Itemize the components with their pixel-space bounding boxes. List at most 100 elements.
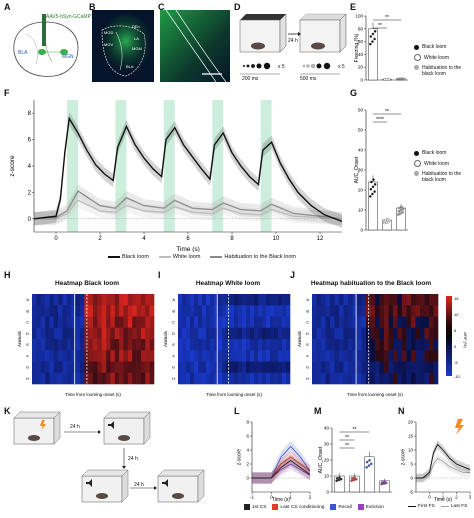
heat-cell — [230, 327, 235, 340]
heat-cell — [343, 316, 349, 329]
heat-cell — [119, 339, 124, 351]
heat-cell — [282, 350, 287, 362]
point-0-4 — [371, 185, 375, 189]
heat-cell — [429, 361, 434, 374]
heat-cell — [234, 294, 239, 306]
legend-g-item-0: Black loom — [422, 150, 447, 156]
heat-cell — [348, 305, 353, 317]
heat-cell — [45, 350, 50, 362]
heat-cell — [230, 372, 235, 385]
heatmap-h-title: Heatmap Black loom — [55, 280, 119, 287]
heat-cell — [49, 316, 55, 329]
heat-cell — [388, 350, 394, 362]
heat-cell — [242, 361, 247, 374]
heat-cell — [415, 305, 421, 317]
heat-cell — [282, 305, 287, 317]
x-axis-label: Time (s) — [434, 497, 452, 502]
heat-cell — [361, 316, 367, 329]
heat-cell — [433, 339, 439, 351]
point-0-2 — [373, 190, 376, 193]
legend-n: First FS Last FS — [408, 504, 467, 509]
heat-cell — [136, 372, 142, 385]
heat-cell — [270, 305, 275, 317]
heat-cell — [140, 339, 146, 351]
heat-cell — [149, 327, 155, 340]
heat-cell — [218, 350, 223, 362]
heat-cell — [62, 361, 68, 374]
heat-cell — [312, 350, 317, 362]
heat-cell — [352, 372, 358, 385]
row-label-5: F — [27, 353, 30, 358]
heat-cell — [286, 305, 291, 317]
heat-cell — [397, 316, 403, 329]
heat-cell — [88, 327, 94, 340]
heat-cell — [145, 327, 150, 340]
panel-label-j: J — [290, 270, 296, 280]
heat-cell — [114, 316, 120, 329]
heat-cell — [206, 305, 211, 317]
heat-cell — [415, 316, 421, 329]
legend-f-swatch-1 — [158, 256, 171, 258]
point-2-4 — [399, 77, 403, 81]
legend-g-swatch-2 — [414, 171, 419, 176]
heat-cell — [71, 294, 76, 306]
heat-cell — [119, 327, 124, 340]
heat-cell — [415, 361, 421, 374]
heat-cell — [40, 361, 46, 374]
heat-cell — [402, 350, 407, 362]
heat-cell — [127, 294, 133, 306]
heat-cell — [66, 350, 72, 362]
heat-cell — [84, 361, 89, 374]
point-0-7 — [372, 178, 375, 181]
heat-cell — [140, 305, 146, 317]
heat-cell — [250, 316, 255, 329]
heat-cell — [194, 361, 199, 374]
heat-cell — [433, 350, 439, 362]
heat-cell — [379, 372, 385, 385]
heat-cell — [270, 316, 275, 329]
k-interval-2: 24 h — [128, 456, 138, 462]
heat-cell — [312, 372, 317, 385]
heat-cell — [352, 327, 358, 340]
point-0-0 — [369, 195, 372, 198]
heat-cell — [136, 305, 142, 317]
heat-cell — [110, 350, 116, 362]
heat-cell — [286, 372, 291, 385]
heat-cell — [270, 294, 275, 306]
heat-cell — [325, 350, 331, 362]
legend-l-swatch-3 — [357, 504, 364, 510]
heat-cell — [110, 316, 116, 329]
heat-cell — [114, 327, 120, 340]
heat-cell — [182, 350, 187, 362]
heat-cell — [145, 339, 150, 351]
y-tick-label-1: 10 — [358, 208, 364, 213]
heat-cell — [149, 361, 155, 374]
row-label-6: G — [172, 365, 175, 370]
heat-cell — [250, 294, 255, 306]
heat-cell — [411, 361, 416, 374]
heat-cell — [402, 305, 407, 317]
lightning-icon-n — [455, 419, 464, 435]
heat-cell — [379, 350, 385, 362]
point-2-0 — [365, 466, 368, 469]
row-label-1: B — [26, 308, 29, 313]
heat-cell — [334, 350, 340, 362]
heat-cell — [366, 294, 371, 306]
heat-cell — [140, 294, 146, 306]
heat-cell — [357, 361, 362, 374]
heat-cell — [375, 372, 380, 385]
heat-cell — [214, 305, 219, 317]
heat-cell — [278, 316, 283, 329]
point-3-4 — [383, 480, 386, 484]
cbar-tick-5: -10 — [454, 374, 461, 379]
heat-cell — [375, 305, 380, 317]
heat-cell — [202, 294, 207, 306]
heat-cell — [218, 305, 223, 317]
heat-cell — [84, 305, 89, 317]
heat-cell — [361, 327, 367, 340]
legend-l-item-2: Recall — [338, 504, 352, 510]
y-tick-label-2: 40 — [358, 52, 364, 57]
heat-cell — [218, 316, 223, 329]
heat-cell — [375, 339, 380, 351]
heat-cell — [357, 327, 362, 340]
